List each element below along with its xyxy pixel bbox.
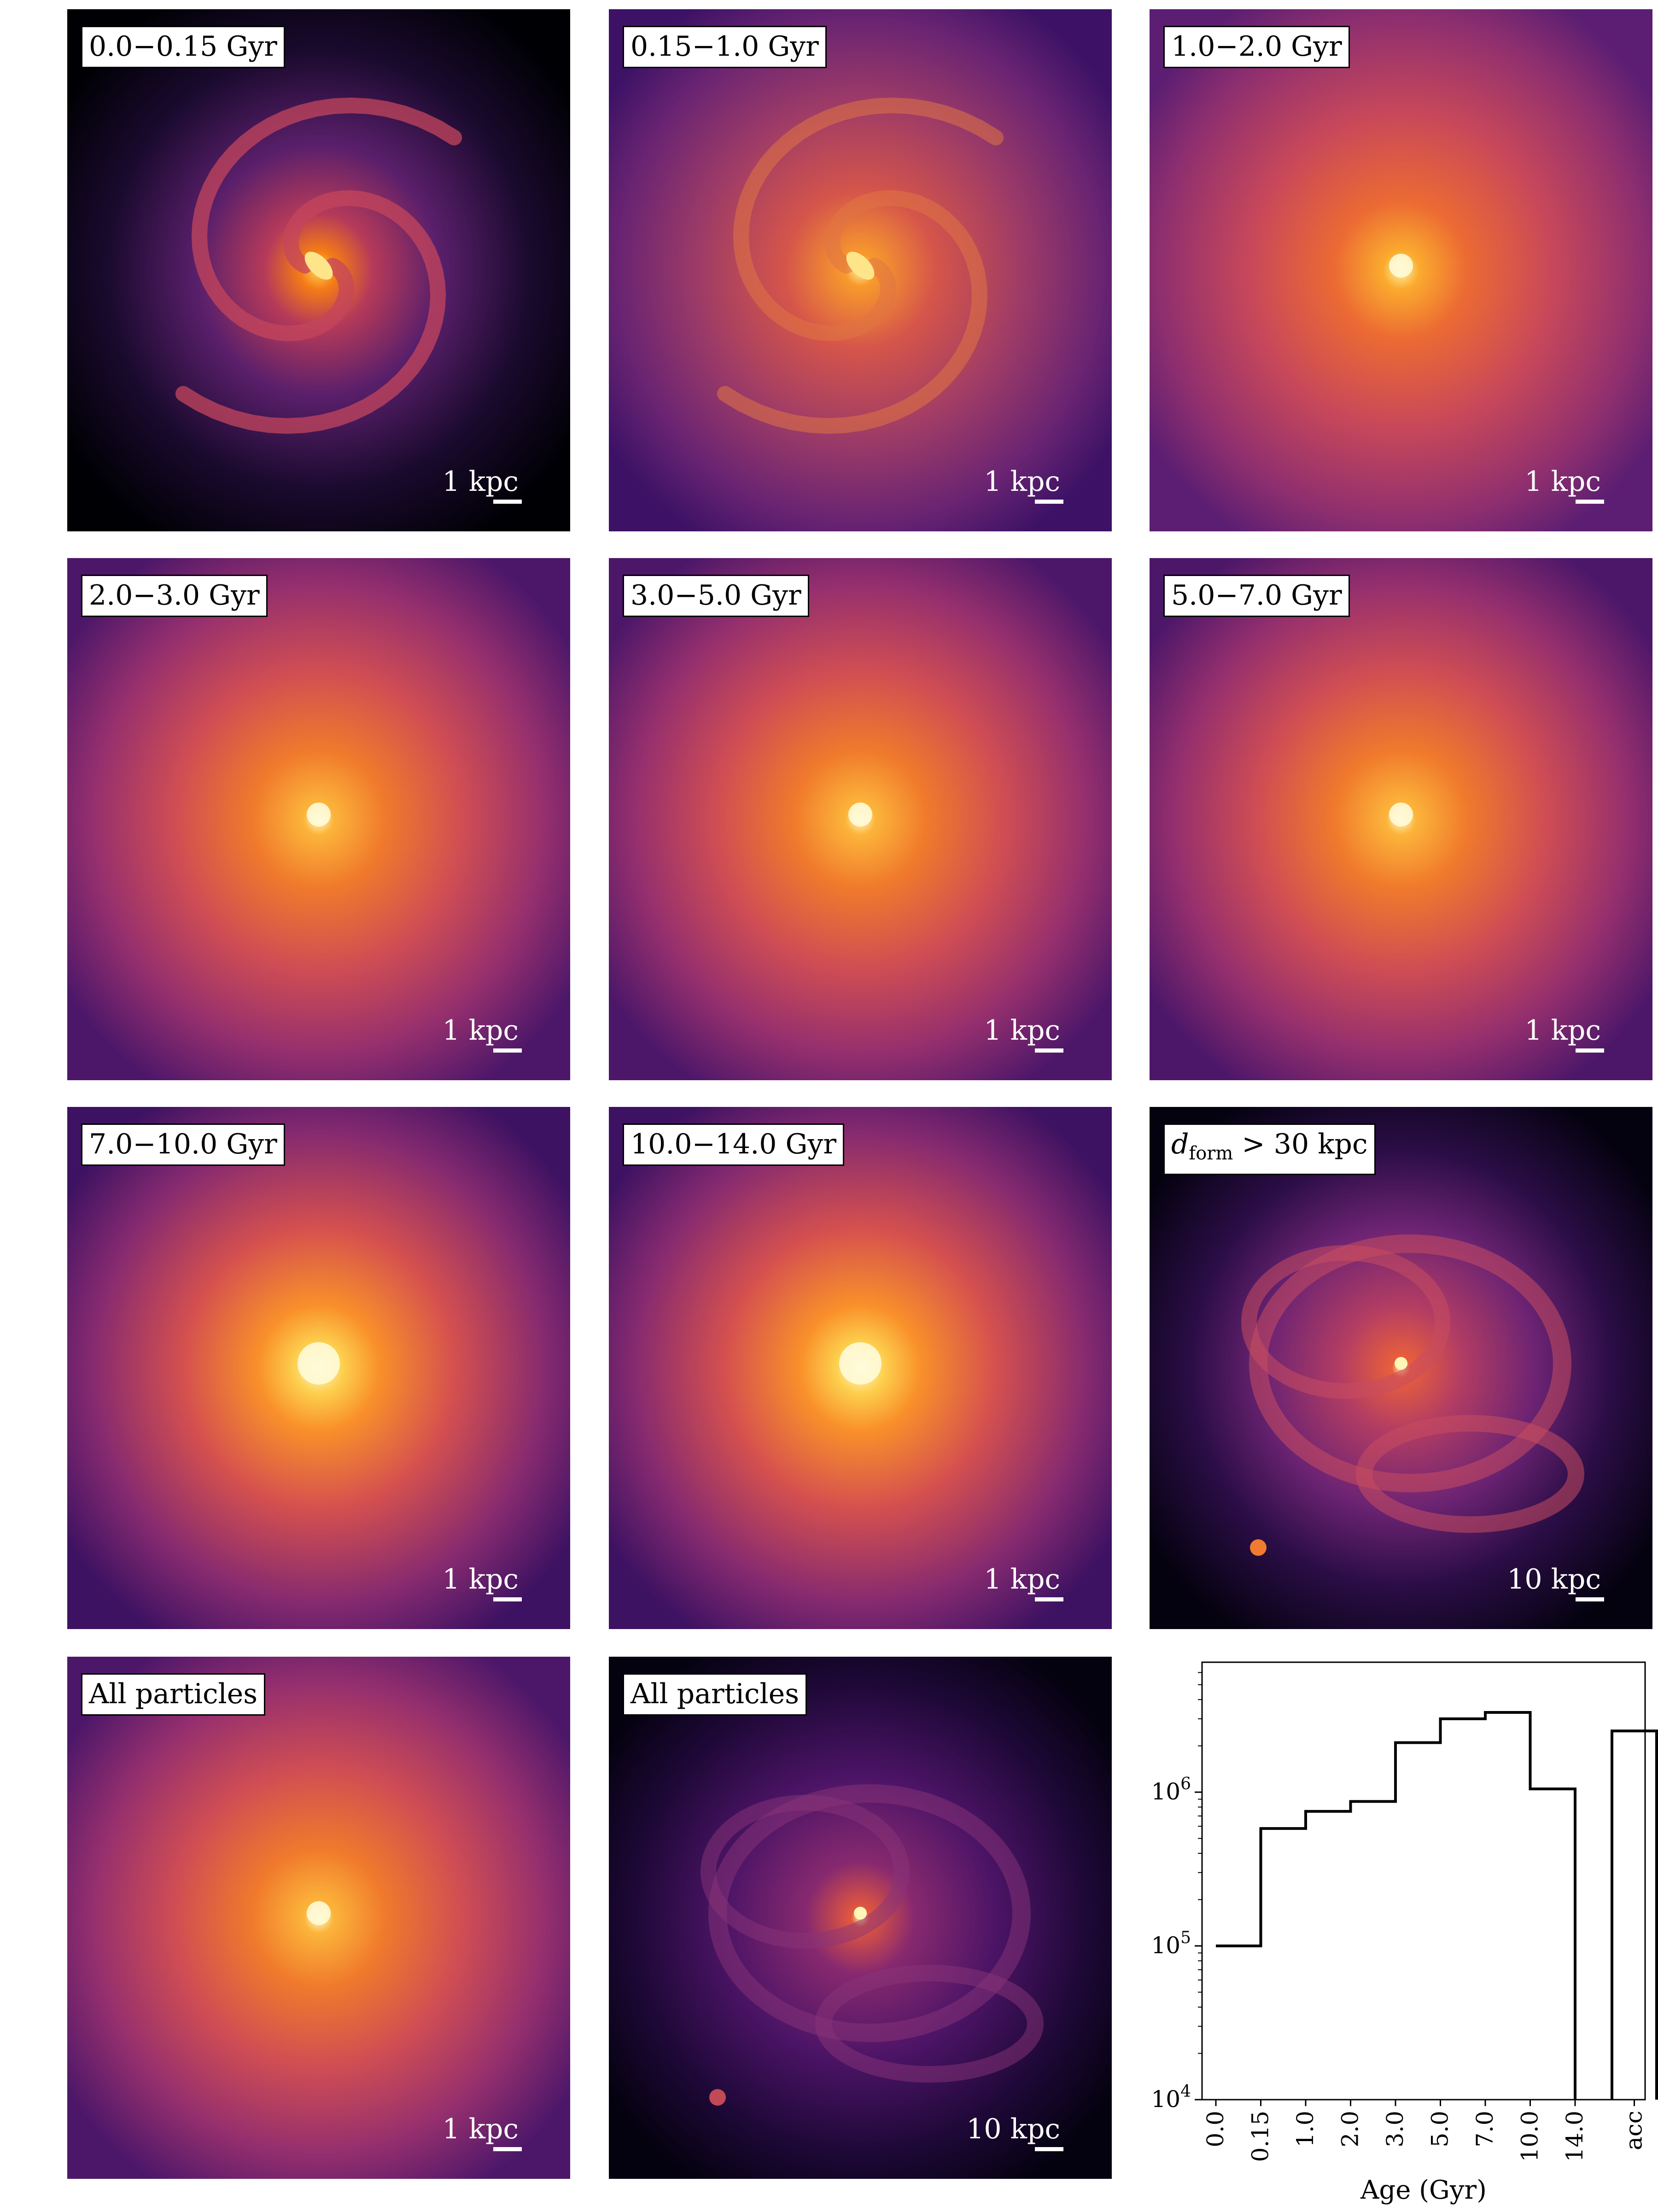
scale-label: 1 kpc <box>442 466 519 498</box>
scale-bar <box>1035 2147 1063 2151</box>
histogram-bin <box>1306 1811 1351 2100</box>
scale-label: 1 kpc <box>442 2113 519 2145</box>
density-map-image <box>1150 9 1652 531</box>
density-map-panel: 5.0−7.0 Gyr 1 kpc <box>1150 558 1652 1080</box>
density-map-image <box>609 1107 1112 1629</box>
x-tick-label: 2.0 <box>1337 2111 1364 2148</box>
scale-bar <box>1035 1597 1063 1601</box>
scale-label: 1 kpc <box>984 1563 1060 1595</box>
panel-label: All particles <box>81 1673 266 1716</box>
scale-label: 1 kpc <box>442 1563 519 1595</box>
y-tick-label: 104 <box>1151 2082 1191 2113</box>
x-tick-label: 14.0 <box>1561 2111 1588 2162</box>
histogram-step-line <box>1216 1711 1576 2100</box>
density-map-panel: All particles 10 kpc <box>609 1657 1112 2179</box>
density-map-panel: 0.15−1.0 Gyr 1 kpc <box>609 9 1112 531</box>
y-tick-label: 105 <box>1151 1928 1191 1959</box>
x-tick-label: acc <box>1621 2111 1647 2150</box>
density-map-image <box>67 1107 570 1629</box>
density-map-panel: 3.0−5.0 Gyr 1 kpc <box>609 558 1112 1080</box>
histogram-bin <box>1441 1719 1486 2100</box>
panel-label-sub: form <box>1189 1143 1233 1164</box>
panel-label: 2.0−3.0 Gyr <box>81 575 268 617</box>
x-tick-label: 10.0 <box>1517 2111 1543 2162</box>
scale-label: 1 kpc <box>1524 1014 1601 1047</box>
histogram-bin <box>1395 1743 1441 2100</box>
histogram-bin <box>1530 1789 1576 2100</box>
density-map-image <box>67 9 570 531</box>
scale-label: 1 kpc <box>984 1014 1060 1047</box>
density-map-panel: 7.0−10.0 Gyr 1 kpc <box>67 1107 570 1629</box>
panel-label: 0.0−0.15 Gyr <box>81 26 285 68</box>
histogram-bin <box>1351 1801 1396 2100</box>
panel-label: 5.0−7.0 Gyr <box>1163 575 1350 617</box>
x-tick-label: 7.0 <box>1471 2111 1498 2148</box>
panel-label: 7.0−10.0 Gyr <box>81 1123 285 1166</box>
panel-label: 0.15−1.0 Gyr <box>623 26 827 68</box>
scale-bar <box>493 500 522 504</box>
panel-label-main: d <box>1171 1128 1189 1160</box>
histogram-bin-acc <box>1611 1729 1658 2100</box>
panel-label: All particles <box>623 1673 807 1716</box>
x-tick-label: 3.0 <box>1382 2111 1408 2148</box>
panel-label: 3.0−5.0 Gyr <box>623 575 809 617</box>
scale-bar <box>1576 500 1604 504</box>
density-map-image <box>1150 1107 1652 1629</box>
density-map-image <box>1150 558 1652 1080</box>
scale-bar <box>1035 500 1063 504</box>
density-map-image <box>67 558 570 1080</box>
x-tick-label: 0.15 <box>1247 2111 1274 2162</box>
density-map-image <box>609 9 1112 531</box>
density-map-panel: 2.0−3.0 Gyr 1 kpc <box>67 558 570 1080</box>
scale-label: 10 kpc <box>966 2113 1060 2145</box>
x-tick-label: 1.0 <box>1292 2111 1319 2148</box>
density-map-panel: dform > 30 kpc 10 kpc <box>1150 1107 1652 1629</box>
density-map-panel: 0.0−0.15 Gyr 1 kpc <box>67 9 570 531</box>
scale-bar <box>1035 1048 1063 1053</box>
x-axis-title: Age (Gyr) <box>1360 2175 1487 2205</box>
panel-label: 10.0−14.0 Gyr <box>623 1123 845 1166</box>
histogram-plot: 104 105 106 0.0 0.15 1.0 2.0 3.0 5.0 7.0 10.0 14.0 a… <box>1151 1661 1658 2205</box>
histogram-bin <box>1216 1946 1261 2100</box>
scale-bar <box>493 1048 522 1053</box>
scale-label: 1 kpc <box>984 466 1060 498</box>
histogram-bin <box>1261 1828 1306 2100</box>
histogram-bin <box>1485 1712 1530 2100</box>
scale-bar <box>493 2147 522 2151</box>
density-map-panel: 10.0−14.0 Gyr 1 kpc <box>609 1107 1112 1629</box>
scale-label: 10 kpc <box>1507 1563 1601 1595</box>
y-tick-label: 106 <box>1151 1775 1191 1805</box>
plot-frame <box>1201 1661 1646 2101</box>
panel-label: dform > 30 kpc <box>1163 1123 1376 1175</box>
scale-bar <box>493 1597 522 1601</box>
density-map-panel: All particles 1 kpc <box>67 1657 570 2179</box>
age-histogram: 104 105 106 0.0 0.15 1.0 2.0 3.0 5.0 7.0 10.0 14.0 a… <box>1151 1658 1658 2210</box>
density-map-image <box>609 1657 1112 2179</box>
scale-bar <box>1576 1597 1604 1601</box>
scale-label: 1 kpc <box>442 1014 519 1047</box>
density-map-image <box>67 1657 570 2179</box>
density-map-image <box>609 558 1112 1080</box>
panel-label: 1.0−2.0 Gyr <box>1163 26 1350 68</box>
scale-bar <box>1576 1048 1604 1053</box>
panel-label-rest: > 30 kpc <box>1233 1128 1368 1160</box>
x-tick-label: 0.0 <box>1202 2111 1229 2148</box>
scale-label: 1 kpc <box>1524 466 1601 498</box>
density-map-panel: 1.0−2.0 Gyr 1 kpc <box>1150 9 1652 531</box>
x-tick-label: 5.0 <box>1427 2111 1454 2148</box>
